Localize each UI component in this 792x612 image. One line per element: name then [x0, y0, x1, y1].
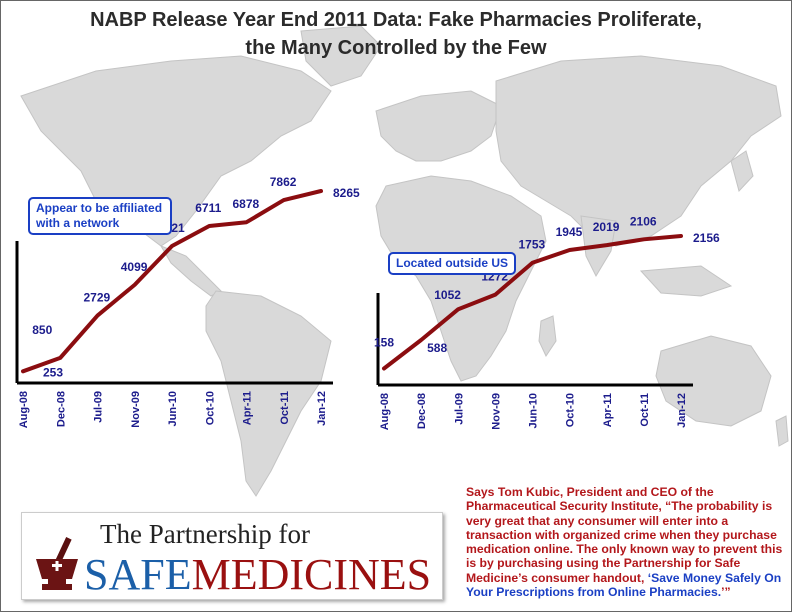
x-tick-label: Dec-08	[416, 393, 428, 429]
callout-network-line-1: Appear to be affiliated	[36, 201, 163, 215]
kubic-quote: Says Tom Kubic, President and CEO of the…	[466, 485, 786, 599]
x-tick-label: Oct-10	[204, 391, 216, 425]
logo-line-1: The Partnership for	[100, 519, 310, 549]
x-tick-label: Aug-08	[379, 393, 391, 430]
quote-text: Says Tom Kubic, President and CEO of the…	[466, 485, 783, 585]
chart-title-line-1: NABP Release Year End 2011 Data: Fake Ph…	[90, 9, 702, 31]
x-tick-label: Nov-09	[490, 393, 502, 430]
x-tick-label: Apr-11	[602, 393, 614, 427]
data-label: 2156	[693, 231, 720, 245]
mortar-pestle-icon	[36, 537, 78, 590]
data-label: 2106	[630, 214, 657, 228]
x-tick-label: Apr-11	[242, 391, 254, 425]
x-tick-label: Jan-12	[676, 393, 688, 428]
x-tick-label: Oct-11	[639, 393, 651, 427]
x-tick-label: Oct-10	[565, 393, 577, 427]
x-tick-label: Jul-09	[453, 393, 465, 425]
data-label: 850	[32, 323, 52, 337]
data-label: 588	[427, 341, 447, 355]
logo-line-2: SAFEMEDICINES	[84, 549, 431, 600]
logo-medicines: MEDICINES	[191, 550, 432, 599]
chart-outside-us: 158Aug-08588Dec-081052Jul-091272Nov-0917…	[374, 214, 720, 430]
quote-handout-title: ‘Save Money Safely On Your Prescriptions…	[466, 570, 782, 600]
data-label: 1052	[434, 288, 461, 302]
logo-safe: SAFE	[84, 550, 192, 599]
safe-medicines-logo: The Partnership for SAFEMEDICINES	[21, 512, 443, 600]
data-label: 6711	[195, 201, 221, 215]
x-tick-label: Jun-10	[167, 391, 179, 426]
callout-network: Appear to be affiliated with a network	[28, 197, 172, 235]
callout-outside-us: Located outside US	[388, 252, 517, 275]
x-tick-label: Nov-09	[130, 391, 142, 428]
data-label: 1945	[556, 225, 583, 239]
data-label: 158	[374, 336, 394, 350]
data-label: 6878	[233, 197, 260, 211]
callout-network-line-2: with a network	[36, 216, 120, 230]
x-tick-label: Jan-12	[316, 391, 328, 426]
x-tick-label: Jun-10	[528, 393, 540, 428]
x-tick-label: Oct-11	[279, 391, 291, 425]
callout-outside-us-line-1: Located outside US	[396, 256, 509, 270]
data-label: 4099	[121, 260, 148, 274]
quote-end: ’”	[721, 585, 731, 600]
data-label: 1753	[519, 238, 546, 252]
x-tick-label: Aug-08	[18, 391, 30, 428]
x-tick-label: Jul-09	[93, 391, 105, 423]
chart-title-line-2: the Many Controlled by the Few	[245, 37, 547, 59]
data-label: 2019	[593, 220, 620, 234]
data-label: 8265	[333, 186, 360, 200]
x-tick-label: Dec-08	[55, 391, 67, 427]
data-label: 2729	[84, 291, 111, 305]
data-label: 7862	[270, 175, 297, 189]
data-label: 253	[43, 365, 63, 379]
